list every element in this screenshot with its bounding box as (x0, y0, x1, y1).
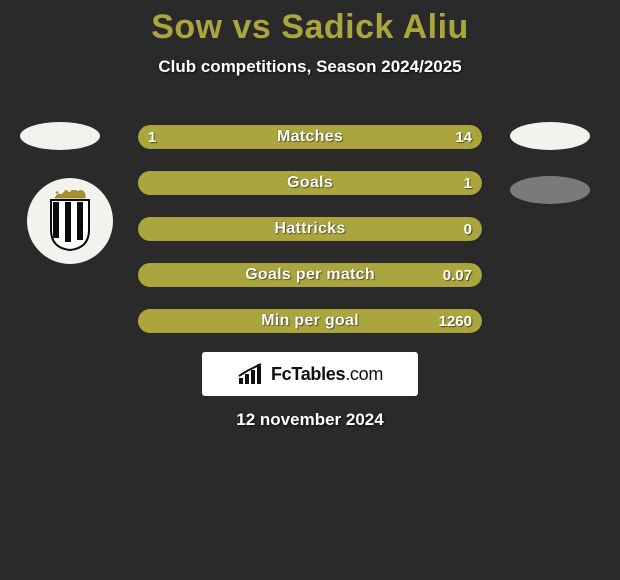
club-shield-icon (45, 190, 95, 252)
bar-label: Hattricks (138, 217, 482, 241)
bar-row-goals-per-match: Goals per match 0.07 (137, 262, 483, 288)
player-ellipse-right-2 (510, 176, 590, 204)
bar-value-right: 1 (464, 171, 472, 195)
bar-row-min-per-goal: Min per goal 1260 (137, 308, 483, 334)
brand-name: FcTables (271, 364, 345, 384)
brand-text: FcTables.com (271, 364, 383, 385)
page-title: Sow vs Sadick Aliu (0, 0, 620, 47)
bar-label: Goals per match (138, 263, 482, 287)
brand-suffix: .com (345, 364, 383, 384)
club-badge (27, 178, 113, 264)
bar-value-right: 0.07 (443, 263, 472, 287)
subtitle: Club competitions, Season 2024/2025 (0, 57, 620, 77)
player-ellipse-left (20, 122, 100, 150)
bar-value-right: 0 (464, 217, 472, 241)
bar-label: Min per goal (138, 309, 482, 333)
bar-value-right: 14 (455, 125, 472, 149)
bar-value-right: 1260 (439, 309, 472, 333)
bar-row-hattricks: Hattricks 0 (137, 216, 483, 242)
bar-label: Matches (138, 125, 482, 149)
bars-rising-icon (237, 362, 265, 386)
bar-label: Goals (138, 171, 482, 195)
bar-row-goals: Goals 1 (137, 170, 483, 196)
bar-row-matches: 1 Matches 14 (137, 124, 483, 150)
player-ellipse-right-1 (510, 122, 590, 150)
footer-date: 12 november 2024 (0, 410, 620, 430)
comparison-bars: 1 Matches 14 Goals 1 Hattricks 0 Goals p… (137, 124, 483, 354)
brand-logo: FcTables.com (202, 352, 418, 396)
